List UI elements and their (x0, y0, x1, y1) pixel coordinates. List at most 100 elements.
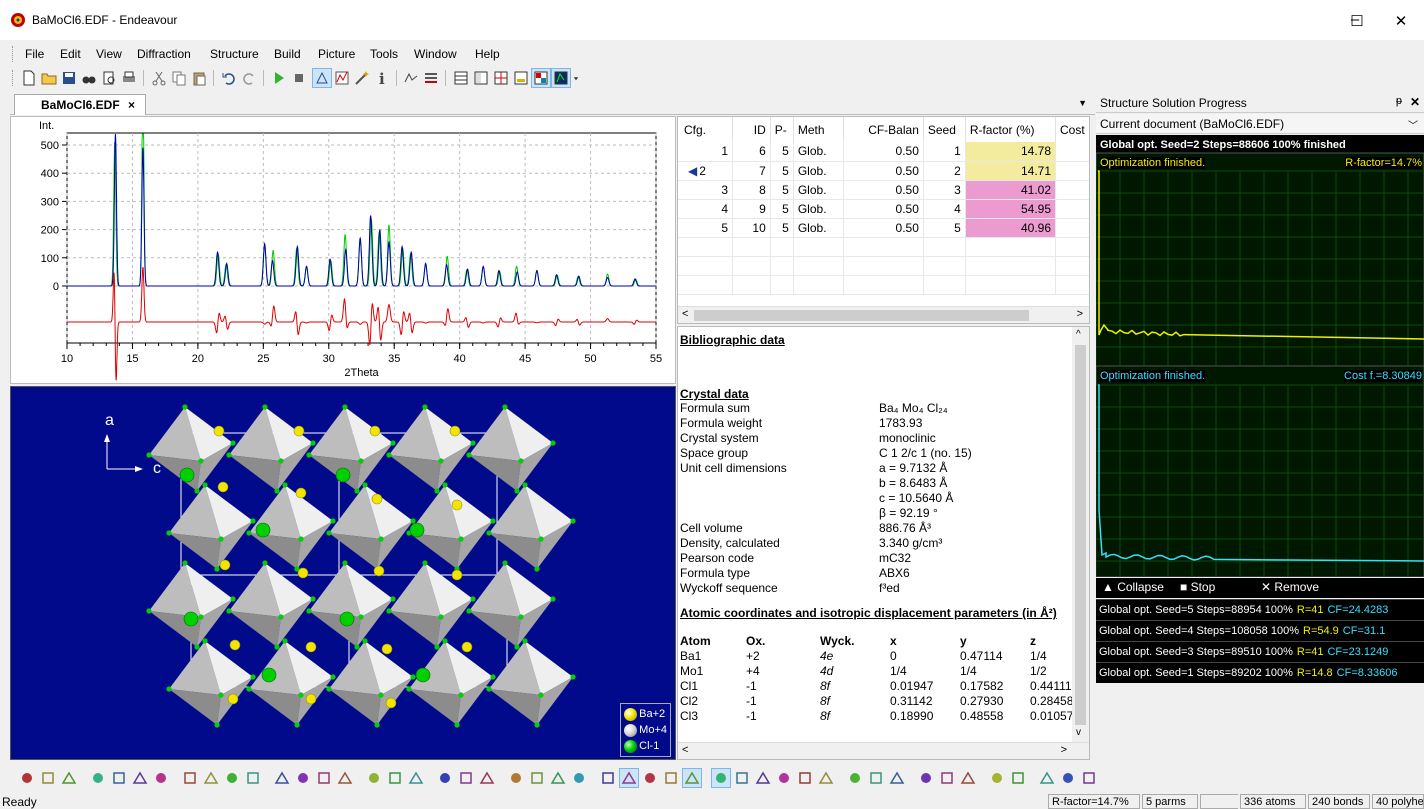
save-icon[interactable] (60, 69, 78, 87)
ssp-document-selector[interactable]: Current document (BaMoCl6.EDF) ﹀ (1096, 114, 1424, 134)
move-icon[interactable] (478, 769, 496, 787)
fill-icon[interactable] (619, 768, 639, 788)
distance-icon[interactable] (1038, 769, 1056, 787)
axes-icon[interactable] (570, 769, 588, 787)
ball-style-icon[interactable] (662, 769, 680, 787)
col-cf-balance[interactable]: CF-Balan (843, 117, 924, 142)
collapse-button[interactable]: ▲ Collapse (1102, 580, 1164, 594)
translate-icon[interactable] (549, 769, 567, 787)
text-icon[interactable] (457, 769, 475, 787)
menu-edit[interactable]: Edit (60, 47, 81, 61)
table-row[interactable]: 3 8 5 Glob. 0.50 3 41.02 (678, 180, 1089, 200)
menu-file[interactable]: File (25, 47, 45, 61)
close-window-button[interactable]: ✕ (1394, 13, 1408, 30)
mesh-icon[interactable] (365, 769, 383, 787)
menu-picture[interactable]: Picture (318, 47, 356, 61)
close-tab-icon[interactable]: × (127, 98, 135, 112)
polyhedra-icon[interactable] (315, 769, 333, 787)
vibration-icon[interactable] (711, 768, 731, 788)
menu-tools[interactable]: Tools (370, 47, 399, 61)
cell-icon[interactable] (244, 769, 262, 787)
table-row[interactable]: 1 6 5 Glob. 0.50 1 14.78 (678, 142, 1089, 162)
select-molecule-icon[interactable] (60, 769, 78, 787)
stop-button[interactable]: ■ Stop (1180, 580, 1216, 594)
print-icon[interactable] (120, 69, 138, 87)
diffraction-pattern-pane[interactable]: 500 400 300 200 100 0 10 15 20 25 30 35 40 45 50 55 Int.… (10, 116, 676, 384)
new-document-icon[interactable] (20, 69, 38, 87)
ssp-close-icon[interactable]: ✕ (1409, 95, 1420, 109)
table-row[interactable]: 5 10 5 Glob. 0.50 5 40.96 (678, 218, 1089, 238)
chevron-down-icon[interactable]: ﹀ (1408, 121, 1418, 132)
scroll-left-icon[interactable]: < (682, 308, 689, 320)
pattern-view-icon[interactable] (333, 69, 351, 87)
menu-view[interactable]: View (96, 47, 122, 61)
scrollbar-thumb[interactable] (694, 310, 1029, 321)
col-id[interactable]: ID (732, 117, 771, 142)
find-binoculars-icon[interactable] (80, 69, 98, 87)
view-style-icon[interactable] (846, 769, 864, 787)
layout-5-icon[interactable] (551, 68, 571, 88)
scroll-down-icon[interactable]: v (1076, 727, 1081, 738)
refine-icon[interactable] (402, 69, 420, 87)
document-tab[interactable]: BaMoCl6.EDF × (14, 94, 146, 115)
minimize-button[interactable]: – (1350, 11, 1360, 28)
layout-1-icon[interactable] (472, 69, 490, 87)
image-icon[interactable] (817, 769, 835, 787)
crystal-structure-view[interactable]: a c Ba+2 Mo+4 Cl-1 (10, 386, 676, 760)
layout-3-icon[interactable] (512, 69, 530, 87)
ssp-run-row[interactable]: Global opt. Seed=5 Steps=88954 100% R=41 C… (1096, 599, 1424, 620)
pan-icon[interactable] (888, 769, 906, 787)
col-rfactor[interactable]: R-factor (%) (965, 117, 1057, 142)
menu-structure[interactable]: Structure (210, 47, 259, 61)
ssp-run-row[interactable]: Global opt. Seed=4 Steps=108058 100% R=54… (1096, 620, 1424, 641)
select-atoms-icon[interactable] (39, 769, 57, 787)
label-icon[interactable] (436, 769, 454, 787)
layout-4-icon[interactable] (531, 68, 551, 88)
report-horizontal-scrollbar[interactable]: < > (678, 742, 1089, 759)
col-p[interactable]: P- (770, 117, 794, 142)
layout-2-icon[interactable] (492, 69, 510, 87)
paste-icon[interactable] (190, 69, 208, 87)
redo-icon[interactable] (240, 69, 258, 87)
rotate-icon[interactable] (89, 769, 107, 787)
copy-icon[interactable] (170, 69, 188, 87)
add-atom-icon[interactable] (131, 769, 149, 787)
settings-icon[interactable] (422, 69, 440, 87)
cursor-mode-icon[interactable] (599, 769, 617, 787)
cut-icon[interactable] (150, 69, 168, 87)
table-view-icon[interactable] (452, 69, 470, 87)
rotate-view-icon[interactable] (917, 769, 935, 787)
open-folder-icon[interactable] (40, 69, 58, 87)
spider-icon[interactable] (386, 769, 404, 787)
bug-icon[interactable] (407, 769, 425, 787)
triangle-icon[interactable] (1059, 769, 1077, 787)
move-atoms-icon[interactable] (110, 769, 128, 787)
torus-icon[interactable] (754, 769, 772, 787)
polygon-icon[interactable] (223, 769, 241, 787)
select-all-icon[interactable] (18, 769, 36, 787)
grid-icon[interactable] (507, 769, 525, 787)
diamond-icon[interactable] (336, 769, 354, 787)
plane-icon[interactable] (733, 769, 751, 787)
undo-icon[interactable] (220, 69, 238, 87)
col-meth[interactable]: Meth (793, 117, 845, 142)
delete-atom-icon[interactable] (152, 769, 170, 787)
pin-icon[interactable]: ᵽ (1395, 95, 1402, 107)
fit-icon[interactable] (528, 769, 546, 787)
maximize-button[interactable]: ☐ (1350, 13, 1364, 30)
bibliographic-heading[interactable]: Bibliographic data (680, 333, 785, 347)
angle-icon[interactable] (988, 769, 1006, 787)
horizontal-scrollbar[interactable]: < > (678, 306, 1089, 323)
info-icon[interactable]: i (373, 69, 391, 87)
torsion-icon[interactable] (1080, 769, 1098, 787)
toolbar-more-dropdown-icon[interactable] (570, 69, 582, 87)
vertical-scrollbar[interactable]: ^ v (1072, 327, 1089, 743)
table-row[interactable]: ◀ 2 7 5 Glob. 0.50 2 14.71 (678, 161, 1089, 181)
col-seed[interactable]: Seed (923, 117, 966, 142)
pack-icon[interactable] (273, 769, 291, 787)
vertical-scrollbar-thumb[interactable] (1075, 345, 1086, 725)
report-scroll-left-icon[interactable]: < (682, 744, 689, 756)
select-region-icon[interactable] (1009, 769, 1027, 787)
menu-diffraction[interactable]: Diffraction (137, 47, 191, 61)
ssp-run-row[interactable]: Global opt. Seed=1 Steps=89202 100% R=14.… (1096, 662, 1424, 683)
